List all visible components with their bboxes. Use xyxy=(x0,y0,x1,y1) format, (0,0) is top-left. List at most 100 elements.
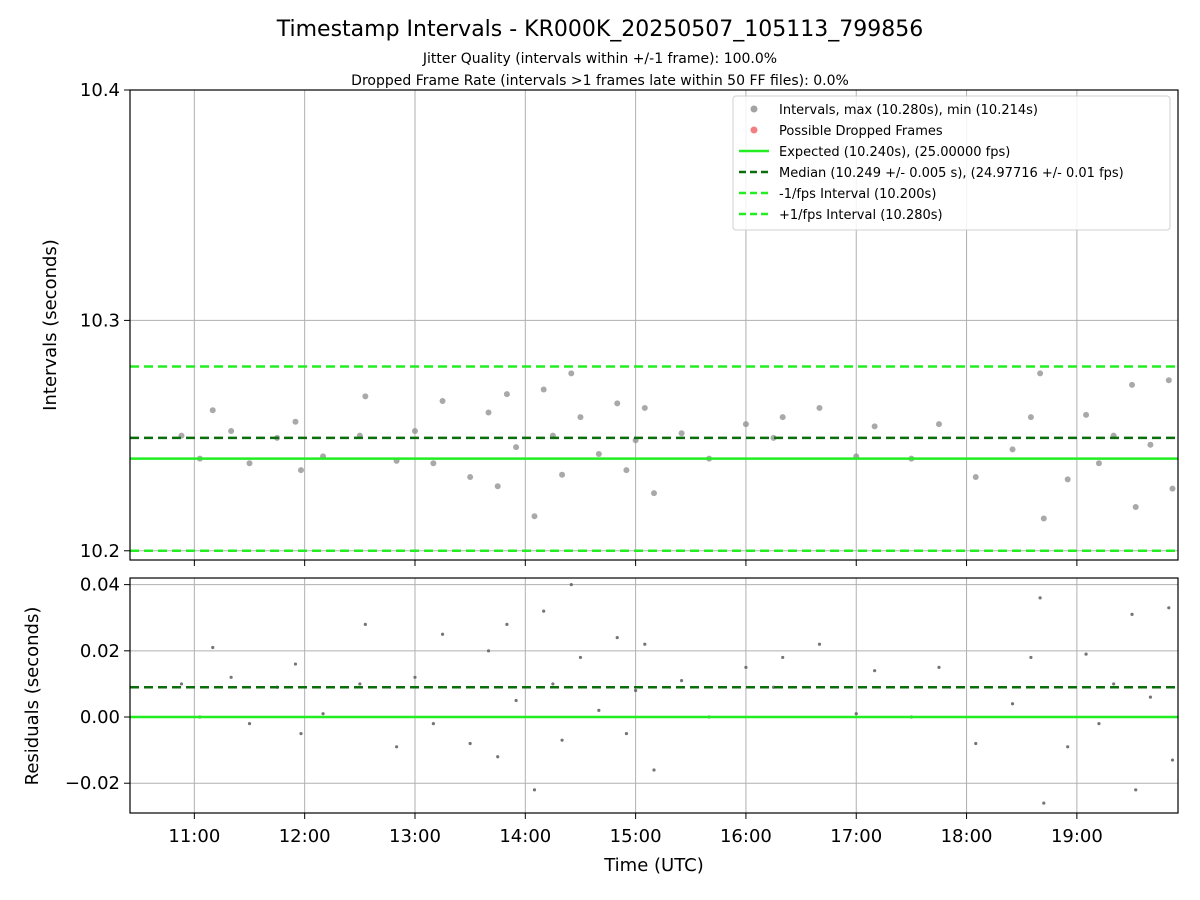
residuals-point xyxy=(299,731,303,736)
intervals-point xyxy=(1037,370,1044,377)
residuals-point xyxy=(1167,606,1171,610)
intervals-point xyxy=(430,460,437,467)
intervals-point xyxy=(467,474,474,481)
residuals-point xyxy=(679,679,684,683)
residuals-x-tick-label: 13:00 xyxy=(389,826,441,847)
intervals-point xyxy=(1083,411,1090,418)
intervals-point xyxy=(559,471,566,478)
intervals-point xyxy=(1147,441,1154,448)
intervals-point xyxy=(651,490,657,497)
residuals-point xyxy=(1148,695,1153,699)
residuals-point xyxy=(597,708,601,712)
intervals-point xyxy=(1027,414,1034,421)
intervals-point xyxy=(362,393,369,400)
legend-label: Expected (10.240s), (25.00000 fps) xyxy=(779,145,1010,160)
residuals-x-tick-label: 11:00 xyxy=(168,826,220,847)
intervals-y-tick-label: 10.4 xyxy=(80,80,120,101)
intervals-point xyxy=(595,451,602,458)
residuals-point xyxy=(431,722,435,726)
residuals-y-tick-label: 0.04 xyxy=(80,575,120,596)
residuals-point xyxy=(179,682,184,686)
residuals-point xyxy=(781,655,785,660)
intervals-point xyxy=(577,414,584,421)
residuals-x-tick-label: 12:00 xyxy=(279,826,331,847)
intervals-point xyxy=(411,427,418,434)
residuals-point xyxy=(560,738,564,742)
time-x-axis-label: Time (UTC) xyxy=(603,855,704,876)
legend-label: Median (10.249 +/- 0.005 s), (24.97716 +… xyxy=(779,166,1124,181)
intervals-frame xyxy=(129,89,1179,561)
legend-label: -1/fps Interval (10.200s) xyxy=(779,187,936,202)
residuals-x-tick-label: 19:00 xyxy=(1051,826,1103,847)
residuals-point xyxy=(1130,612,1134,617)
residuals-point xyxy=(551,682,555,686)
intervals-point xyxy=(292,418,299,425)
intervals-point xyxy=(1132,504,1139,511)
residuals-point xyxy=(1097,722,1101,726)
intervals-point xyxy=(513,444,520,451)
legend-label: +1/fps Interval (10.280s) xyxy=(779,208,943,223)
intervals-y-tick-label: 10.2 xyxy=(80,541,120,562)
intervals-point xyxy=(246,460,253,467)
residuals-point xyxy=(854,712,858,716)
intervals-point xyxy=(641,404,648,411)
intervals-point xyxy=(623,467,630,474)
residuals-x-tick-label: 17:00 xyxy=(830,826,882,847)
residuals-point xyxy=(652,768,656,772)
residuals-point xyxy=(1112,682,1116,686)
intervals-point xyxy=(935,421,942,428)
intervals-point xyxy=(439,398,446,405)
residuals-y-tick-label: 0.00 xyxy=(80,707,120,728)
residuals-point xyxy=(1170,758,1175,762)
intervals-point xyxy=(614,400,621,407)
intervals-point xyxy=(228,427,235,434)
legend-box xyxy=(732,95,1171,231)
residuals-y-axis-label: Residuals (seconds) xyxy=(22,607,43,786)
residuals-point xyxy=(229,675,233,679)
intervals-point xyxy=(816,404,823,411)
residuals-frame xyxy=(129,577,1179,814)
residuals-point xyxy=(321,712,325,716)
intervals-point xyxy=(1064,476,1071,483)
legend-marker-dot xyxy=(750,126,758,134)
residuals-point xyxy=(211,645,215,650)
residuals-point xyxy=(486,649,491,653)
residuals-point xyxy=(247,722,252,726)
intervals-point xyxy=(1129,381,1136,388)
legend-label: Possible Dropped Frames xyxy=(779,124,943,139)
residuals-point xyxy=(542,609,546,613)
residuals-point xyxy=(643,642,647,646)
residuals-point xyxy=(1134,788,1138,792)
residuals-point xyxy=(974,741,978,746)
residuals-x-tick-label: 15:00 xyxy=(610,826,662,847)
intervals-point xyxy=(209,407,216,414)
intervals-panel: 10.2 10.3 10.4 xyxy=(80,80,1179,566)
residuals-point xyxy=(358,682,362,686)
residuals-point xyxy=(532,788,537,792)
residuals-point xyxy=(744,665,748,669)
residuals-x-tick-label: 14:00 xyxy=(499,826,551,847)
chart-subtitle-jitter: Jitter Quality (intervals within +/-1 fr… xyxy=(422,51,777,67)
residuals-point xyxy=(817,642,822,646)
residuals-point xyxy=(634,688,638,693)
residuals-x-tick-label: 16:00 xyxy=(720,826,772,847)
residuals-point xyxy=(1010,702,1015,706)
chart-title: Timestamp Intervals - KR000K_20250507_10… xyxy=(276,17,924,42)
intervals-point xyxy=(485,409,492,416)
residuals-point xyxy=(514,698,518,703)
residuals-point xyxy=(413,675,417,679)
residuals-point xyxy=(873,669,877,673)
intervals-point xyxy=(770,434,777,441)
intervals-point xyxy=(779,414,786,421)
residuals-point xyxy=(1084,652,1088,656)
residuals-point xyxy=(1066,745,1070,749)
residuals-point xyxy=(394,745,399,749)
intervals-legend: Intervals, max (10.280s), min (10.214s) P… xyxy=(732,95,1171,231)
intervals-point xyxy=(297,467,304,474)
residuals-point xyxy=(569,583,573,587)
intervals-point xyxy=(972,474,979,481)
residuals-point xyxy=(1029,655,1033,660)
residuals-y-tick-label: −0.02 xyxy=(65,773,120,794)
residuals-x-tick-label: 18:00 xyxy=(941,826,993,847)
